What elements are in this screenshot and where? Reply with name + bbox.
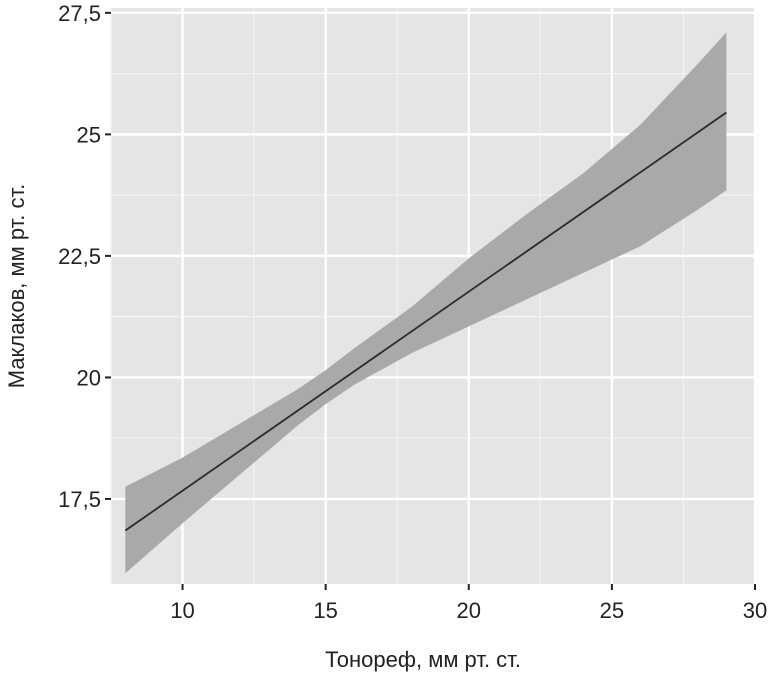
y-tick-label-4: 27,5: [58, 1, 101, 26]
x-tick-label-1: 15: [313, 598, 337, 623]
y-tick-label-0: 17,5: [58, 487, 101, 512]
y-axis: 17,5 20 22,5 25 27,5: [58, 1, 111, 512]
x-tick-label-2: 20: [457, 598, 481, 623]
y-tick-label-2: 22,5: [58, 244, 101, 269]
regression-line: [124, 111, 727, 532]
x-axis: 10 15 20 25 30: [170, 584, 767, 623]
confidence-band: [125, 32, 727, 574]
y-tick-label-3: 25: [77, 122, 101, 147]
y-tick-label-1: 20: [77, 365, 101, 390]
y-axis-title: Маклаков, мм рт. ст.: [4, 184, 29, 389]
grid-minor: [110, 8, 755, 584]
x-tick-label-3: 25: [600, 598, 624, 623]
x-axis-title: Тонореф, мм рт. ст.: [325, 647, 521, 672]
x-tick-label-0: 10: [170, 598, 194, 623]
x-tick-label-4: 30: [743, 598, 767, 623]
